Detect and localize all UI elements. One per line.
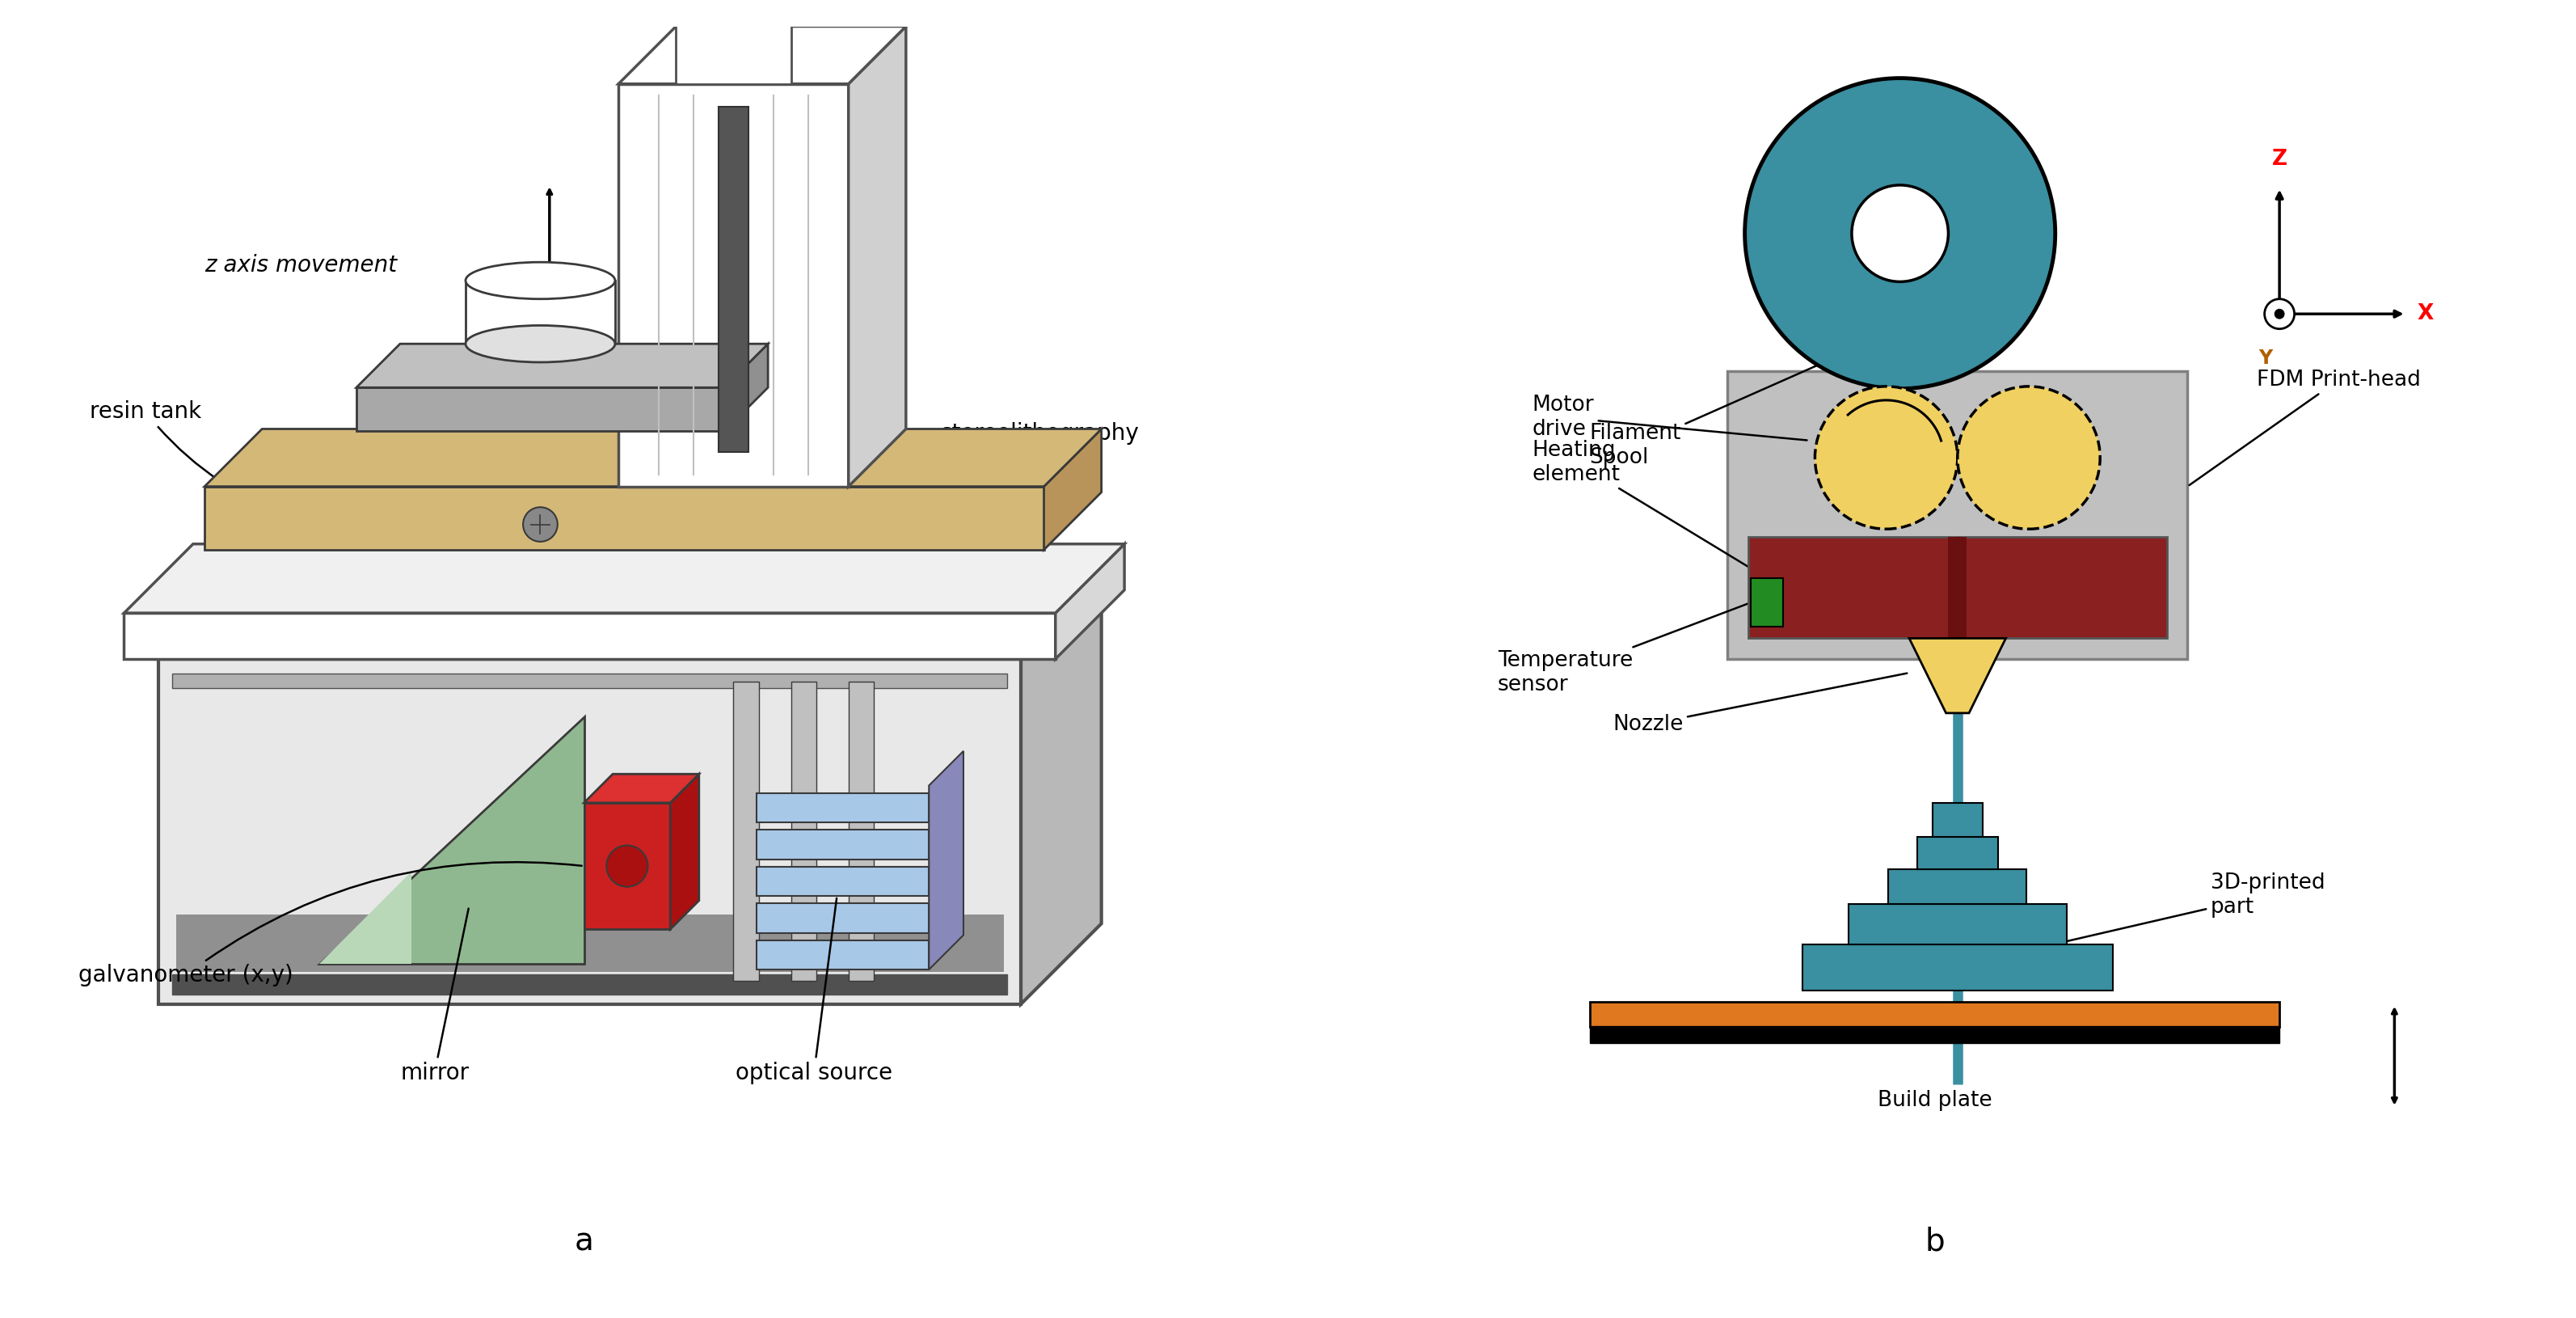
Circle shape (523, 507, 556, 542)
Text: z axis movement: z axis movement (204, 254, 397, 277)
Text: Build plate: Build plate (1878, 1090, 1991, 1111)
Ellipse shape (466, 326, 616, 362)
Bar (585, 803, 670, 929)
Text: Nozzle: Nozzle (1613, 673, 1906, 735)
Bar (757, 866, 930, 896)
Bar (204, 486, 1043, 550)
Bar (675, 0, 791, 84)
Circle shape (1958, 386, 2099, 529)
Bar (1958, 536, 2166, 638)
Text: Y: Y (2259, 348, 2272, 368)
Text: b: b (1924, 1227, 1945, 1257)
Bar (1589, 1025, 2280, 1043)
Bar (757, 903, 930, 933)
Polygon shape (160, 579, 1103, 659)
Bar (1728, 372, 2187, 659)
Polygon shape (930, 751, 963, 970)
Polygon shape (618, 26, 907, 84)
Bar (618, 84, 848, 486)
Bar (719, 107, 750, 452)
Text: stereolithography
resins (SLR): stereolithography resins (SLR) (940, 422, 1139, 471)
Polygon shape (724, 344, 768, 431)
Bar (734, 681, 760, 981)
Circle shape (1816, 386, 1958, 529)
Bar (173, 673, 1007, 688)
Text: Temperature
sensor: Temperature sensor (1497, 604, 1749, 696)
Bar (466, 281, 616, 344)
Text: 3D-printed
part: 3D-printed part (2045, 873, 2326, 946)
Bar (1749, 536, 1958, 638)
Text: optical source: optical source (737, 898, 891, 1085)
Bar (1917, 837, 1999, 870)
Bar (355, 387, 724, 431)
Polygon shape (848, 26, 907, 486)
Circle shape (1744, 78, 2056, 389)
Text: base: base (757, 136, 868, 303)
Bar (1932, 803, 1984, 837)
Polygon shape (585, 774, 698, 803)
Polygon shape (319, 717, 585, 963)
Bar (175, 915, 1005, 971)
Bar (757, 940, 930, 970)
Polygon shape (204, 428, 1103, 486)
Bar (757, 793, 930, 822)
Text: a: a (574, 1227, 592, 1257)
Bar (791, 681, 817, 981)
Text: resin tank: resin tank (90, 401, 294, 518)
Polygon shape (1909, 638, 2007, 713)
Polygon shape (1056, 544, 1123, 659)
Text: Motor
drive: Motor drive (1533, 395, 1806, 440)
Circle shape (2275, 308, 2285, 319)
Bar (1947, 536, 1965, 638)
Bar (173, 974, 1007, 995)
Bar (1589, 1002, 2280, 1027)
Bar (160, 659, 1020, 1004)
Polygon shape (670, 774, 698, 929)
Circle shape (2264, 299, 2295, 330)
Text: mirror: mirror (399, 908, 469, 1085)
Circle shape (605, 845, 647, 887)
Text: Heating
element: Heating element (1533, 440, 1780, 587)
Bar (1847, 904, 2066, 944)
Circle shape (1852, 185, 1947, 282)
Polygon shape (355, 344, 768, 387)
Bar (757, 830, 930, 859)
Bar (1888, 870, 2027, 904)
Text: X: X (2416, 303, 2434, 324)
Polygon shape (1020, 579, 1103, 1004)
Polygon shape (319, 871, 412, 963)
Polygon shape (1043, 428, 1103, 550)
Bar (848, 681, 873, 981)
Text: FDM Print-head: FDM Print-head (2190, 369, 2421, 485)
Text: Z: Z (2272, 149, 2287, 170)
Bar (124, 613, 1056, 659)
Bar (1803, 944, 2112, 990)
Polygon shape (124, 544, 1123, 613)
Bar (1752, 579, 1783, 627)
Text: Filament
Spool: Filament Spool (1589, 355, 1839, 468)
Ellipse shape (466, 262, 616, 299)
Text: galvanometer (x,y): galvanometer (x,y) (77, 862, 582, 987)
